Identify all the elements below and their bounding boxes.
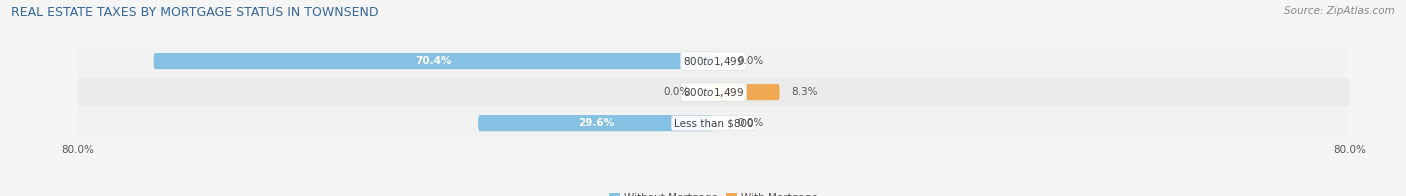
Text: $800 to $1,499: $800 to $1,499 [683,86,744,99]
Text: 0.0%: 0.0% [737,118,763,128]
Text: 70.4%: 70.4% [415,56,451,66]
FancyBboxPatch shape [77,108,1350,138]
Text: Source: ZipAtlas.com: Source: ZipAtlas.com [1284,6,1395,16]
Text: 0.0%: 0.0% [664,87,690,97]
Text: $800 to $1,499: $800 to $1,499 [683,55,744,68]
FancyBboxPatch shape [77,77,1350,107]
Legend: Without Mortgage, With Mortgage: Without Mortgage, With Mortgage [609,192,818,196]
Text: 29.6%: 29.6% [578,118,614,128]
FancyBboxPatch shape [478,115,714,131]
FancyBboxPatch shape [153,53,714,69]
FancyBboxPatch shape [714,84,779,100]
Text: Less than $800: Less than $800 [673,118,754,128]
Text: REAL ESTATE TAXES BY MORTGAGE STATUS IN TOWNSEND: REAL ESTATE TAXES BY MORTGAGE STATUS IN … [11,6,378,19]
Text: 0.0%: 0.0% [737,56,763,66]
FancyBboxPatch shape [77,46,1350,76]
Text: 8.3%: 8.3% [792,87,818,97]
